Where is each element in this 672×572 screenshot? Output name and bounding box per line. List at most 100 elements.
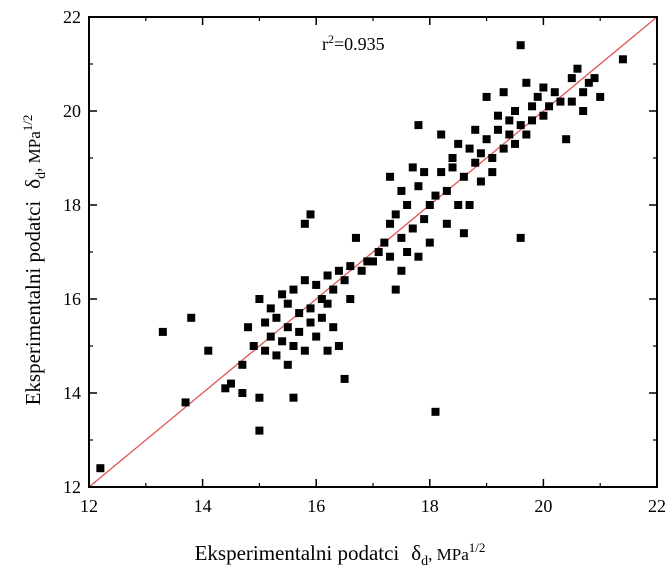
data-point xyxy=(482,92,491,101)
data-point xyxy=(158,327,167,336)
data-point xyxy=(289,285,298,294)
x-tick-label: 14 xyxy=(194,496,212,516)
data-point xyxy=(329,285,338,294)
data-point xyxy=(584,78,593,87)
data-point xyxy=(403,201,412,209)
data-point xyxy=(448,154,457,162)
x-tick-label: 12 xyxy=(80,496,98,516)
data-point xyxy=(300,219,309,228)
data-point xyxy=(272,313,281,322)
data-point xyxy=(386,219,395,228)
data-point xyxy=(471,125,480,134)
data-point xyxy=(289,342,298,350)
data-point xyxy=(482,135,491,144)
data-point xyxy=(317,313,326,322)
data-point xyxy=(528,102,537,111)
data-point xyxy=(556,97,565,106)
data-point xyxy=(334,342,343,350)
data-point xyxy=(386,252,395,261)
data-point xyxy=(181,398,190,407)
data-point xyxy=(579,107,588,115)
data-point xyxy=(442,219,451,228)
r-squared-annotation: r2=0.935 xyxy=(322,32,385,54)
y-tick-label: 14 xyxy=(63,383,81,403)
data-point xyxy=(499,144,508,153)
fit-line xyxy=(88,16,658,488)
data-point xyxy=(340,374,349,383)
data-point xyxy=(511,107,519,115)
data-point xyxy=(539,83,548,92)
data-point xyxy=(278,290,287,299)
data-point xyxy=(567,97,576,106)
data-point xyxy=(397,186,406,195)
data-point xyxy=(488,154,497,162)
data-point xyxy=(266,304,275,313)
data-point xyxy=(488,168,497,177)
data-point xyxy=(96,464,105,473)
data-point xyxy=(596,92,605,101)
y-tick-label: 20 xyxy=(63,101,81,121)
data-point xyxy=(283,323,292,332)
data-point xyxy=(255,393,264,402)
data-point xyxy=(272,351,281,360)
data-point xyxy=(539,111,548,120)
data-point xyxy=(516,233,525,242)
data-point xyxy=(533,92,542,101)
data-point xyxy=(414,121,423,130)
data-point xyxy=(306,304,315,313)
data-point xyxy=(431,191,440,200)
data-point xyxy=(476,149,485,158)
data-point xyxy=(204,346,213,355)
data-point xyxy=(448,163,457,172)
data-point xyxy=(306,210,315,219)
data-point xyxy=(397,266,406,275)
data-point xyxy=(562,135,571,144)
data-point xyxy=(522,130,531,139)
data-point xyxy=(391,285,400,294)
data-point xyxy=(283,360,292,369)
data-point xyxy=(306,318,315,327)
data-point xyxy=(261,318,270,327)
data-point xyxy=(459,229,468,238)
data-point xyxy=(346,295,355,303)
data-point xyxy=(505,116,514,125)
data-point xyxy=(437,130,446,139)
data-point xyxy=(238,360,247,369)
data-point xyxy=(300,346,309,355)
y-tick-label: 18 xyxy=(63,195,81,215)
data-point xyxy=(431,407,440,416)
x-tick-label: 22 xyxy=(648,496,666,516)
x-tick-label: 18 xyxy=(421,496,439,516)
data-point xyxy=(516,41,525,50)
data-point xyxy=(528,116,537,125)
data-point xyxy=(618,55,627,64)
data-point xyxy=(244,323,253,332)
data-point xyxy=(340,276,349,285)
data-points xyxy=(96,41,627,473)
y-tick-label: 22 xyxy=(63,7,81,27)
data-point xyxy=(573,64,582,73)
data-point xyxy=(312,332,321,341)
data-point xyxy=(334,266,343,275)
x-axis-title: Eksperimentalni podatci δd, MPa1/2 xyxy=(195,540,486,569)
data-point xyxy=(511,139,519,148)
data-point xyxy=(425,201,434,209)
data-point xyxy=(323,346,332,355)
data-point xyxy=(255,426,264,435)
data-point xyxy=(397,233,406,242)
data-point xyxy=(227,379,235,388)
data-point xyxy=(369,257,377,266)
data-point xyxy=(414,252,423,261)
data-point xyxy=(454,201,463,209)
data-point xyxy=(545,102,554,111)
data-point xyxy=(329,323,338,332)
data-point xyxy=(471,158,480,167)
data-point xyxy=(374,248,383,256)
data-point xyxy=(351,233,360,242)
data-point xyxy=(499,88,508,97)
data-point xyxy=(357,266,366,275)
x-tick-label: 20 xyxy=(534,496,552,516)
data-point xyxy=(403,248,412,256)
data-point xyxy=(300,276,309,285)
